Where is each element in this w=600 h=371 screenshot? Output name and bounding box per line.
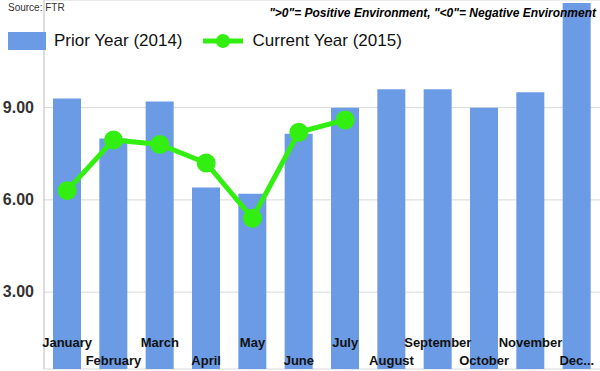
svg-text:July: July — [332, 335, 359, 350]
svg-text:May: May — [240, 335, 266, 350]
svg-text:March: March — [141, 335, 179, 350]
html-text:Prior Year (2014): Prior Year (2014) — [54, 31, 183, 50]
html-text:Current Year (2015): Current Year (2015) — [252, 31, 402, 50]
svg-text:Dec...: Dec... — [559, 353, 592, 368]
svg-text:October: October — [459, 353, 509, 368]
svg-text:April: April — [191, 353, 221, 368]
svg-text:3.00: 3.00 — [8, 283, 34, 300]
html-text:">0"= Positive Environment, "<: ">0"= Positive Environment, "<0"= Negati… — [269, 6, 596, 20]
svg-text:9.00: 9.00 — [8, 99, 34, 116]
svg-text:November: November — [499, 335, 563, 350]
svg-text:6.00: 6.00 — [8, 191, 34, 208]
svg-text:February: February — [86, 353, 142, 368]
html-text:Source: FTR: Source: FTR — [8, 2, 65, 13]
svg-text:September: September — [404, 335, 471, 350]
svg-text:June: June — [284, 353, 314, 368]
svg-text:January: January — [42, 335, 93, 350]
svg-text:August: August — [369, 353, 414, 368]
